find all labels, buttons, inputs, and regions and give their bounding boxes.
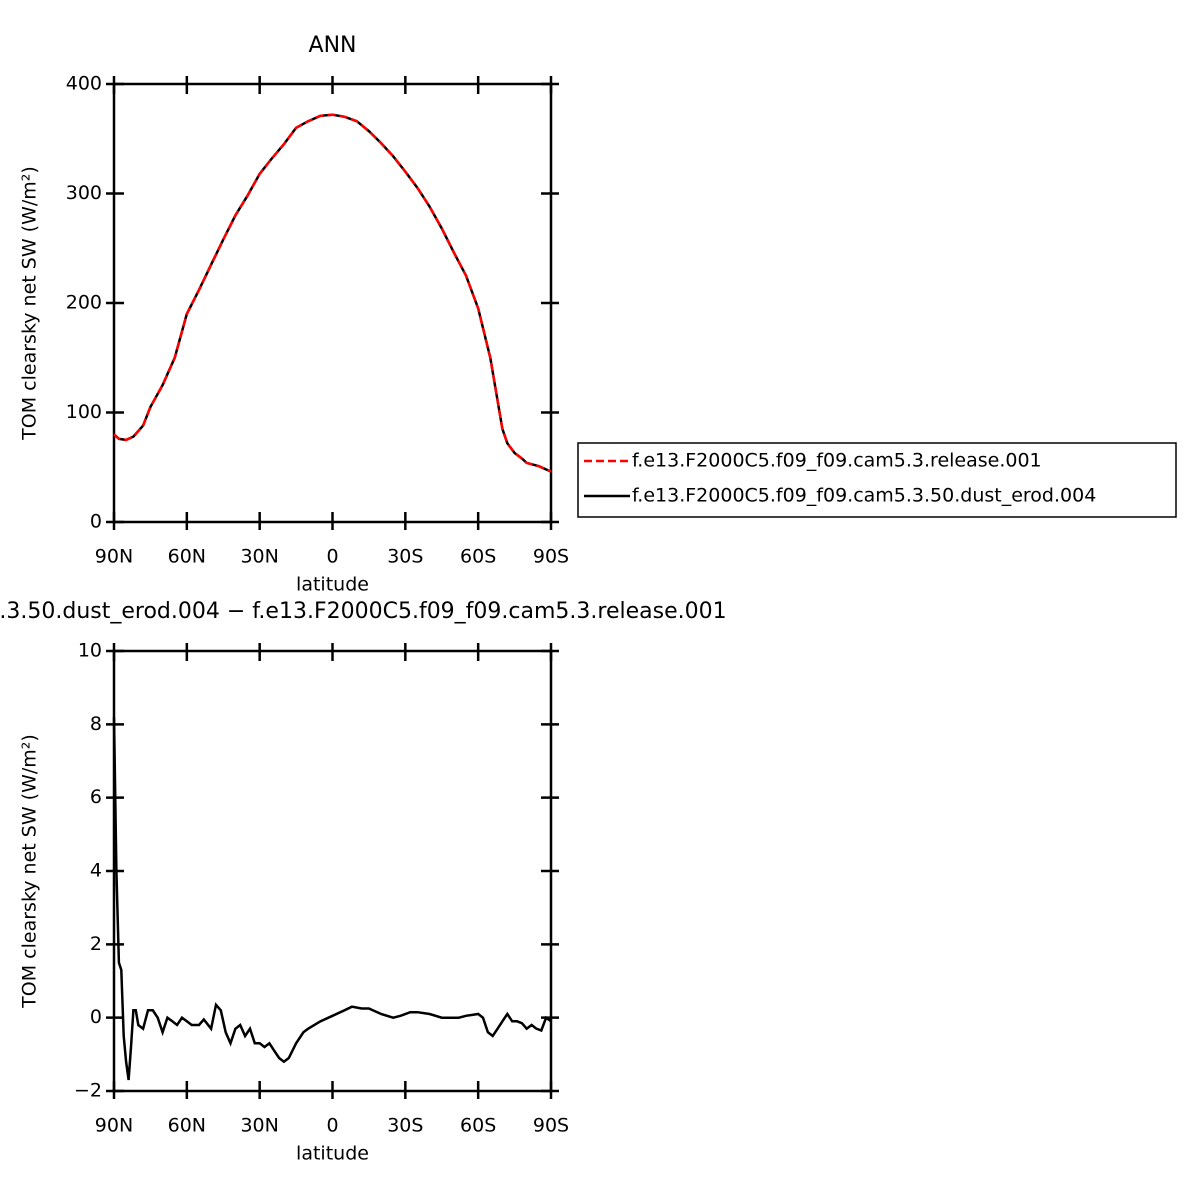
x-tick-label: 0 — [326, 1115, 338, 1137]
y-tick-label: −2 — [74, 1080, 102, 1102]
data-line — [112, 716, 552, 1081]
y-tick-label: 400 — [66, 73, 102, 95]
data-line — [113, 113, 552, 473]
x-tick-label: 30S — [387, 1115, 423, 1137]
x-axis-label: latitude — [296, 1143, 369, 1165]
y-tick-label: 2 — [90, 933, 102, 955]
y-tick-label: 4 — [90, 860, 102, 882]
y-axis-label: TOM clearsky net SW (W/m²) — [19, 166, 41, 441]
legend-label: f.e13.F2000C5.f09_f09.cam5.3.50.dust_ero… — [632, 485, 1096, 507]
y-tick-label: 200 — [66, 292, 102, 314]
x-tick-label: 30N — [240, 546, 278, 568]
legend-box — [577, 442, 1177, 518]
legend-label: f.e13.F2000C5.f09_f09.cam5.3.release.001 — [632, 450, 1042, 472]
x-axis-label: latitude — [296, 574, 369, 596]
chart-title: cam5.3.50.dust_erod.004 − f.e13.F2000C5.… — [0, 599, 727, 624]
x-tick-label: 0 — [326, 546, 338, 568]
y-tick-label: 0 — [90, 1006, 102, 1028]
y-tick-label: 6 — [90, 786, 102, 808]
chart-title: ANN — [309, 33, 357, 58]
y-tick-label: 10 — [78, 640, 102, 662]
x-tick-label: 90S — [533, 546, 569, 568]
data-line — [113, 113, 552, 473]
y-tick-label: 8 — [90, 713, 102, 735]
x-tick-label: 60S — [460, 546, 496, 568]
x-tick-label: 30N — [240, 1115, 278, 1137]
x-tick-label: 90N — [95, 546, 133, 568]
y-tick-label: 0 — [90, 511, 102, 533]
y-tick-label: 300 — [66, 182, 102, 204]
x-tick-label: 60N — [168, 1115, 206, 1137]
plot-frame — [112, 82, 553, 524]
x-tick-label: 30S — [387, 546, 423, 568]
x-tick-label: 90S — [533, 1115, 569, 1137]
y-tick-label: 100 — [66, 401, 102, 423]
x-tick-label: 60S — [460, 1115, 496, 1137]
x-tick-label: 60N — [168, 546, 206, 568]
y-axis-label: TOM clearsky net SW (W/m²) — [19, 734, 41, 1009]
x-tick-label: 90N — [95, 1115, 133, 1137]
